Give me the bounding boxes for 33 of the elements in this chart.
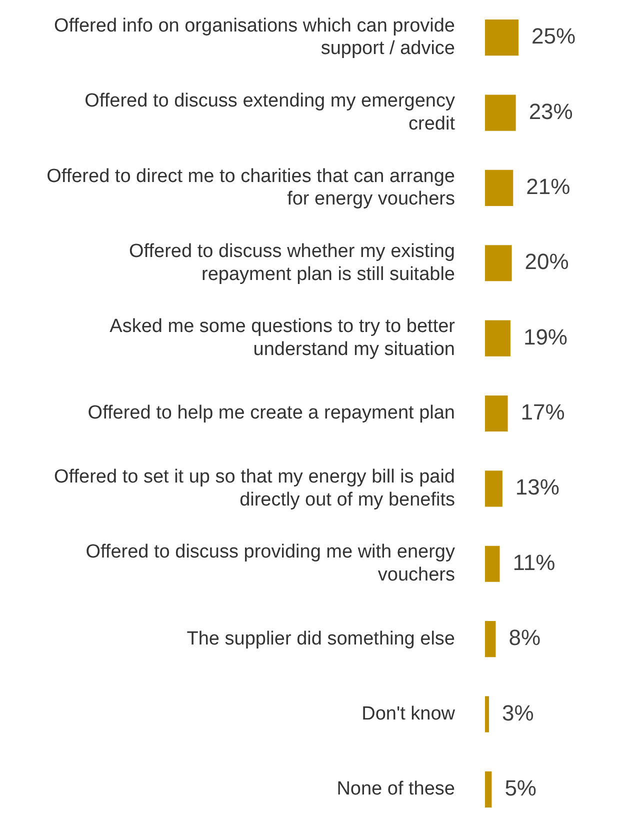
bar xyxy=(485,320,510,356)
data-label: 13% xyxy=(515,474,560,500)
bar xyxy=(485,621,496,658)
y-tick-label: None of these xyxy=(336,778,455,800)
y-tick-label: Offered to discuss providing me with energy vouchers xyxy=(86,542,456,586)
y-tick-label: Offered to help me create a repayment plan xyxy=(88,402,455,424)
y-tick-label: Offered to set it up so that my energy bill is paid directly out of my benefits xyxy=(54,466,455,510)
bar xyxy=(485,470,502,507)
y-tick-label: Asked me some questions to try to better understand my situation xyxy=(110,316,456,360)
y-tick-label: The supplier did something else xyxy=(186,628,455,650)
bar xyxy=(485,696,490,732)
data-label: 5% xyxy=(504,775,536,800)
data-label: 20% xyxy=(524,249,569,274)
bar xyxy=(485,170,514,206)
data-label: 19% xyxy=(523,324,568,350)
bar xyxy=(485,546,500,582)
bar xyxy=(485,245,512,282)
y-tick-label: Offered to discuss whether my existing repayment plan is still suitable xyxy=(129,240,455,285)
data-label: 8% xyxy=(508,625,541,650)
y-tick-label: Offered info on organisations which can provide support / advice xyxy=(54,15,455,60)
y-tick-label: Offered to discuss extending my emergency credit xyxy=(84,90,456,134)
bar xyxy=(485,20,518,56)
y-tick-label: Don't know xyxy=(362,703,456,724)
y-tick-label: Offered to direct me to charities that can arrange for energy vouchers xyxy=(46,166,455,210)
bar xyxy=(485,771,492,808)
data-label: 25% xyxy=(532,24,576,49)
data-label: 17% xyxy=(520,400,565,425)
data-label: 21% xyxy=(526,174,570,200)
data-label: 11% xyxy=(512,550,556,575)
data-label: 23% xyxy=(528,98,573,124)
bar xyxy=(485,395,508,432)
data-label: 3% xyxy=(502,700,534,726)
bar xyxy=(485,94,516,131)
